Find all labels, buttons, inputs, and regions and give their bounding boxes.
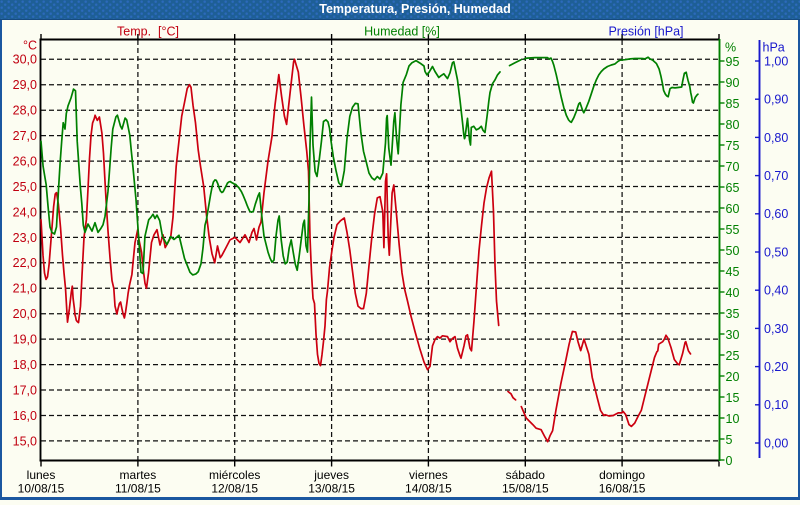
svg-text:Temp. [°C]: Temp. [°C] <box>117 25 179 39</box>
svg-text:0,10: 0,10 <box>764 398 788 412</box>
svg-text:16,0: 16,0 <box>13 409 37 423</box>
svg-text:domingo: domingo <box>599 468 645 482</box>
svg-text:°C: °C <box>23 39 37 53</box>
svg-text:29,0: 29,0 <box>13 78 37 92</box>
svg-text:18,0: 18,0 <box>13 358 37 372</box>
svg-text:13/08/15: 13/08/15 <box>308 482 355 496</box>
svg-text:sábado: sábado <box>506 468 546 482</box>
svg-text:1,00: 1,00 <box>764 54 788 68</box>
svg-text:0,80: 0,80 <box>764 131 788 145</box>
svg-text:martes: martes <box>120 468 157 482</box>
svg-text:15,0: 15,0 <box>13 434 37 448</box>
svg-text:11/08/15: 11/08/15 <box>115 482 161 496</box>
svg-text:15: 15 <box>726 391 740 405</box>
svg-text:22,0: 22,0 <box>13 256 37 270</box>
svg-text:25: 25 <box>726 349 740 363</box>
svg-text:60: 60 <box>726 202 740 216</box>
svg-text:30,0: 30,0 <box>13 53 37 67</box>
svg-text:30: 30 <box>726 328 740 342</box>
svg-text:14/08/15: 14/08/15 <box>405 482 452 496</box>
svg-text:35: 35 <box>726 307 740 321</box>
svg-text:10/08/15: 10/08/15 <box>18 482 65 496</box>
svg-text:0,20: 0,20 <box>764 360 788 374</box>
svg-text:20: 20 <box>726 370 740 384</box>
svg-text:0,50: 0,50 <box>764 245 788 259</box>
svg-text:%: % <box>725 41 736 55</box>
svg-text:21,0: 21,0 <box>13 282 37 296</box>
svg-text:jueves: jueves <box>313 468 349 482</box>
svg-text:Presión [hPa]: Presión [hPa] <box>608 25 683 39</box>
svg-text:lunes: lunes <box>27 468 56 482</box>
svg-text:0,70: 0,70 <box>764 169 788 183</box>
svg-text:27,0: 27,0 <box>13 129 37 143</box>
svg-text:20,0: 20,0 <box>13 307 37 321</box>
svg-text:24,0: 24,0 <box>13 205 37 219</box>
svg-text:28,0: 28,0 <box>13 104 37 118</box>
svg-text:5: 5 <box>726 433 733 447</box>
svg-text:Humedad [%]: Humedad [%] <box>364 25 440 39</box>
svg-text:26,0: 26,0 <box>13 155 37 169</box>
svg-text:80: 80 <box>726 118 740 132</box>
svg-text:viernes: viernes <box>409 468 448 482</box>
svg-text:hPa: hPa <box>763 41 785 55</box>
svg-text:15/08/15: 15/08/15 <box>502 482 549 496</box>
svg-text:90: 90 <box>726 76 740 90</box>
svg-text:12/08/15: 12/08/15 <box>211 482 258 496</box>
svg-text:85: 85 <box>726 97 740 111</box>
svg-text:0,00: 0,00 <box>764 436 788 450</box>
svg-text:0,40: 0,40 <box>764 284 788 298</box>
svg-text:19,0: 19,0 <box>13 333 37 347</box>
svg-text:25,0: 25,0 <box>13 180 37 194</box>
svg-text:55: 55 <box>726 223 740 237</box>
svg-text:65: 65 <box>726 181 740 195</box>
svg-text:75: 75 <box>726 139 740 153</box>
svg-text:17,0: 17,0 <box>13 383 37 397</box>
svg-text:10: 10 <box>726 412 740 426</box>
svg-text:50: 50 <box>726 244 740 258</box>
svg-text:45: 45 <box>726 265 740 279</box>
svg-text:0,60: 0,60 <box>764 207 788 221</box>
svg-text:0: 0 <box>726 454 733 468</box>
svg-text:95: 95 <box>726 55 740 69</box>
svg-text:0,30: 0,30 <box>764 322 788 336</box>
svg-text:16/08/15: 16/08/15 <box>599 482 646 496</box>
svg-text:70: 70 <box>726 160 740 174</box>
svg-text:40: 40 <box>726 286 740 300</box>
svg-text:0,90: 0,90 <box>764 93 788 107</box>
svg-text:23,0: 23,0 <box>13 231 37 245</box>
svg-text:miércoles: miércoles <box>209 468 260 482</box>
